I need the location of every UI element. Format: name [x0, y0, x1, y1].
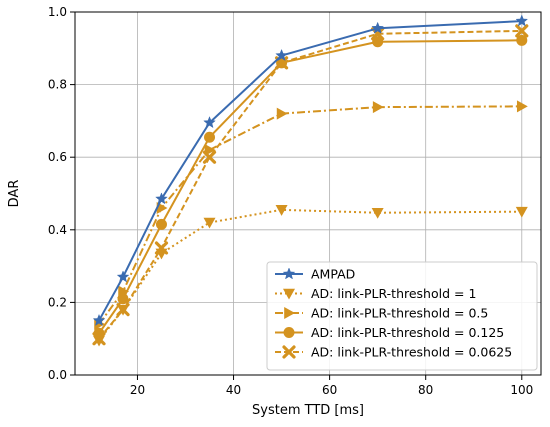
data-point-x-stroke — [371, 27, 385, 41]
data-point-star — [282, 267, 296, 280]
data-point-x-stroke — [515, 24, 529, 38]
data-point-triangle-down — [275, 205, 288, 216]
y-tick-label: 1.0 — [48, 5, 67, 19]
data-point-x-stroke — [282, 345, 296, 359]
legend-label: AD: link-PLR-threshold = 0.5 — [311, 306, 488, 321]
data-point-triangle-right — [276, 107, 288, 120]
data-point-triangle-down — [203, 217, 216, 229]
data-point-star — [92, 313, 106, 326]
data-point-triangle-down — [93, 335, 106, 347]
data-point-star — [116, 270, 130, 283]
data-point-x-stroke — [202, 150, 217, 164]
data-point-star — [371, 21, 385, 34]
legend-item: AD: link-PLR-threshold = 0.125 — [275, 325, 504, 340]
legend-item: AMPAD — [275, 267, 355, 282]
legend-label: AD: link-PLR-threshold = 1 — [311, 286, 476, 301]
legend-label: AMPAD — [311, 267, 355, 282]
y-axis-label: DAR — [7, 180, 22, 208]
y-tick-label: 0.4 — [48, 223, 67, 237]
y-axis-ticks: 0.0 0.2 0.4 0.6 0.8 1.0 — [48, 5, 75, 382]
series-0 — [92, 14, 529, 326]
data-point-circle — [283, 327, 295, 338]
legend-label: AD: link-PLR-threshold = 0.125 — [311, 325, 504, 340]
plot-frame — [74, 11, 542, 376]
data-point-circle — [155, 218, 167, 230]
x-tick-label: 100 — [510, 383, 533, 397]
data-point-x-stroke — [154, 241, 169, 255]
y-tick-label: 0.8 — [48, 78, 67, 92]
data-point-circle — [117, 293, 129, 305]
data-point-x — [515, 24, 529, 38]
data-point-circle — [204, 131, 216, 143]
data-point-triangle-down — [515, 206, 528, 218]
legend-item: AD: link-PLR-threshold = 0.5 — [275, 306, 488, 321]
legend-box — [266, 261, 538, 371]
legend: AMPAD AD: link-PLR-threshold = 1 AD: link-… — [266, 261, 538, 371]
data-point-triangle-right — [372, 101, 384, 114]
legend-item: AD: link-PLR-threshold = 0.0625 — [275, 345, 512, 360]
data-point-triangle-down — [283, 288, 295, 300]
data-point-triangle-down — [371, 207, 384, 219]
data-point-x — [154, 241, 169, 255]
data-point-star — [515, 14, 529, 27]
data-point-triangle-right — [284, 307, 295, 319]
series-3 — [93, 34, 528, 339]
y-tick-label: 0.6 — [48, 150, 67, 164]
x-tick-label: 60 — [322, 383, 337, 397]
data-point-x-stroke — [116, 303, 130, 317]
data-point-x — [202, 150, 217, 164]
legend-label: AD: link-PLR-threshold = 0.0625 — [311, 345, 512, 360]
data-point-circle — [516, 34, 528, 46]
data-point-circle — [372, 36, 384, 48]
data-point-star — [203, 116, 216, 129]
data-point-x — [282, 345, 296, 359]
y-tick-label: 0.2 — [48, 295, 67, 309]
y-tick-label: 0.0 — [48, 368, 67, 382]
x-axis-ticks: 20 40 60 80 100 — [130, 375, 533, 397]
x-tick-label: 20 — [130, 383, 145, 397]
data-point-x — [116, 303, 130, 317]
x-axis-label: System TTD [ms] — [252, 403, 364, 418]
data-point-triangle-right — [516, 100, 528, 113]
x-tick-label: 80 — [418, 383, 433, 397]
series-layer — [92, 14, 529, 347]
x-tick-label: 40 — [226, 383, 241, 397]
data-point-star — [155, 192, 168, 205]
legend-item: AD: link-PLR-threshold = 1 — [275, 286, 476, 301]
data-point-star — [275, 48, 288, 61]
data-point-x — [371, 27, 385, 41]
data-point-circle — [93, 327, 105, 339]
